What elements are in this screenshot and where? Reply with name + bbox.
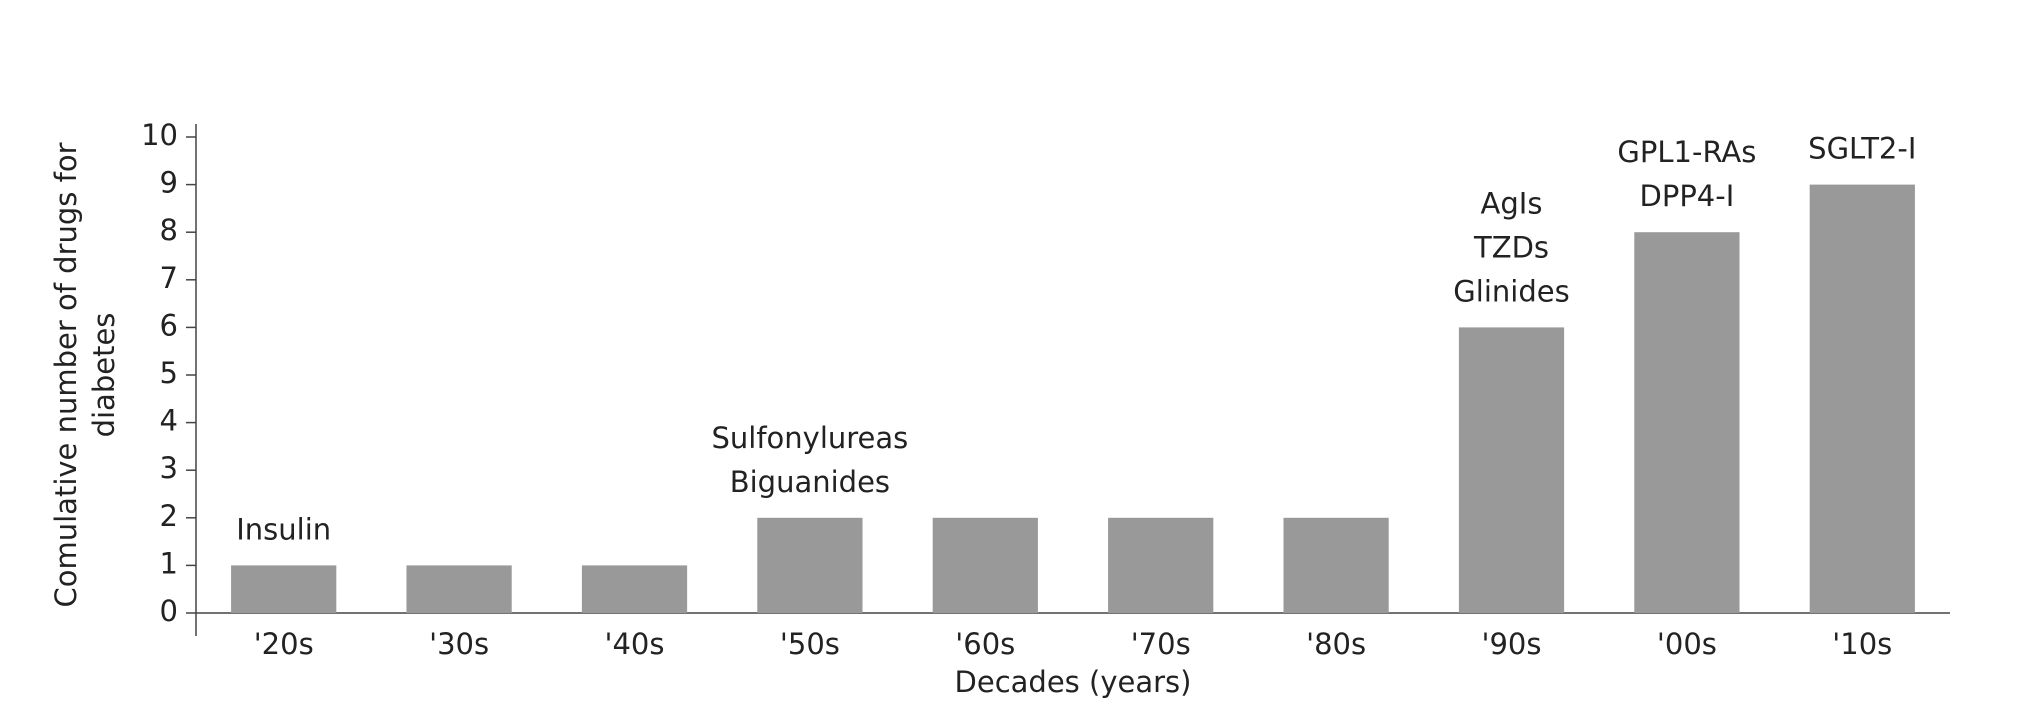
- bar: [231, 565, 337, 613]
- annotation: GPL1-RAs: [1617, 135, 1756, 169]
- x-axis-label: Decades (years): [955, 665, 1192, 699]
- y-tick-label: 7: [160, 261, 178, 295]
- y-tick-label: 9: [160, 166, 178, 200]
- x-tick-label: '50s: [780, 627, 840, 661]
- x-tick-label: '40s: [605, 627, 665, 661]
- annotation: DPP4-I: [1640, 179, 1735, 213]
- x-tick-label: '60s: [955, 627, 1015, 661]
- x-tick-label: '70s: [1131, 627, 1191, 661]
- bar: [932, 517, 1038, 613]
- annotation: Sulfonylureas: [712, 421, 909, 455]
- annotation: Insulin: [236, 512, 331, 546]
- bar: [1283, 517, 1389, 613]
- x-tick-label: '20s: [254, 627, 314, 661]
- annotation: Glinides: [1453, 274, 1569, 308]
- bar: [1634, 232, 1740, 613]
- bar: [406, 565, 512, 613]
- annotation: SGLT2-I: [1808, 132, 1916, 166]
- x-tick-label: '30s: [429, 627, 489, 661]
- x-tick-label: '80s: [1306, 627, 1366, 661]
- bar: [757, 517, 863, 613]
- y-tick-label: 3: [160, 451, 178, 485]
- y-tick-label: 2: [160, 499, 178, 533]
- y-axis-label: Comulative number of drugs for diabetes: [49, 142, 121, 608]
- annotation: TZDs: [1473, 230, 1549, 264]
- y-tick-label: 5: [160, 356, 178, 390]
- x-tick-label: '00s: [1657, 627, 1717, 661]
- y-tick-label: 1: [160, 546, 178, 580]
- annotation: AgIs: [1481, 186, 1543, 220]
- bar: [1458, 327, 1565, 613]
- y-tick-label: 8: [160, 213, 178, 247]
- y-tick-label: 0: [160, 594, 178, 628]
- bar: [1108, 517, 1214, 613]
- x-tick-label: '90s: [1482, 627, 1542, 661]
- x-tick-label: '10s: [1832, 627, 1892, 661]
- y-tick-label: 10: [141, 118, 178, 152]
- y-tick-label: 4: [160, 404, 178, 438]
- y-tick-label: 6: [160, 308, 178, 342]
- bar: [581, 565, 688, 613]
- bar: [1809, 184, 1915, 613]
- annotation: Biguanides: [730, 465, 890, 499]
